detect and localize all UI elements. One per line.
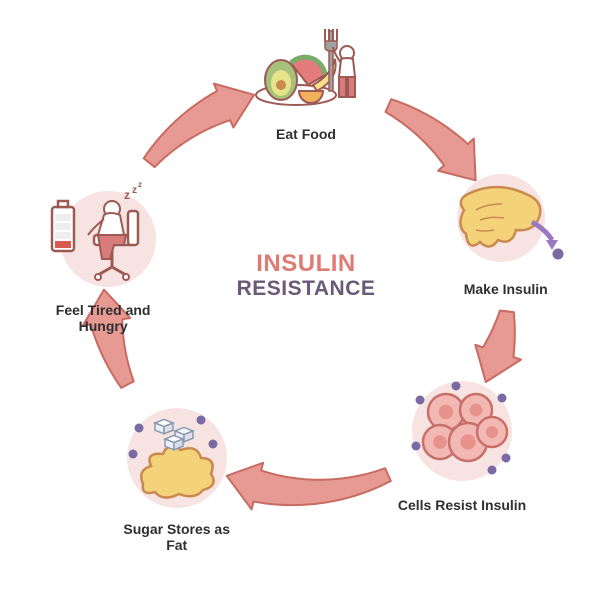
cells-icon [402, 376, 522, 491]
svg-text:z: z [138, 181, 142, 189]
food-icon [251, 25, 361, 120]
cycle-node-sugar-fat: Sugar Stores as Fat [112, 400, 242, 553]
cycle-node-tired-hungry: zzz Feel Tired and Hungry [38, 181, 168, 334]
svg-text:z: z [124, 188, 130, 202]
center-title: INSULINRESISTANCE [206, 251, 406, 300]
cycle-arrow-make-insulin-to-cells-resist [475, 311, 521, 382]
cycle-node-eat-food: Eat Food [241, 25, 371, 142]
cycle-node-make-insulin: Make Insulin [441, 170, 571, 297]
title-line1: INSULIN [206, 251, 406, 277]
node-label-sugar-fat: Sugar Stores as Fat [112, 521, 242, 553]
sugarfat-icon [117, 400, 237, 515]
cycle-arrow-cells-resist-to-sugar-fat [227, 463, 391, 510]
node-label-eat-food: Eat Food [241, 126, 371, 142]
cycle-arrow-eat-food-to-make-insulin [386, 99, 476, 180]
cycle-arrow-tired-hungry-to-eat-food [144, 84, 254, 167]
node-label-tired-hungry: Feel Tired and Hungry [38, 302, 168, 334]
node-label-cells-resist: Cells Resist Insulin [397, 497, 527, 513]
pancreas-icon [446, 170, 566, 275]
svg-text:z: z [132, 185, 137, 196]
node-label-make-insulin: Make Insulin [441, 281, 571, 297]
diagram-stage: INSULINRESISTANCE Eat Food Make Insulin Cel… [0, 0, 612, 612]
title-line2: RESISTANCE [206, 277, 406, 300]
tired-icon: zzz [38, 181, 168, 296]
cycle-node-cells-resist: Cells Resist Insulin [397, 376, 527, 513]
